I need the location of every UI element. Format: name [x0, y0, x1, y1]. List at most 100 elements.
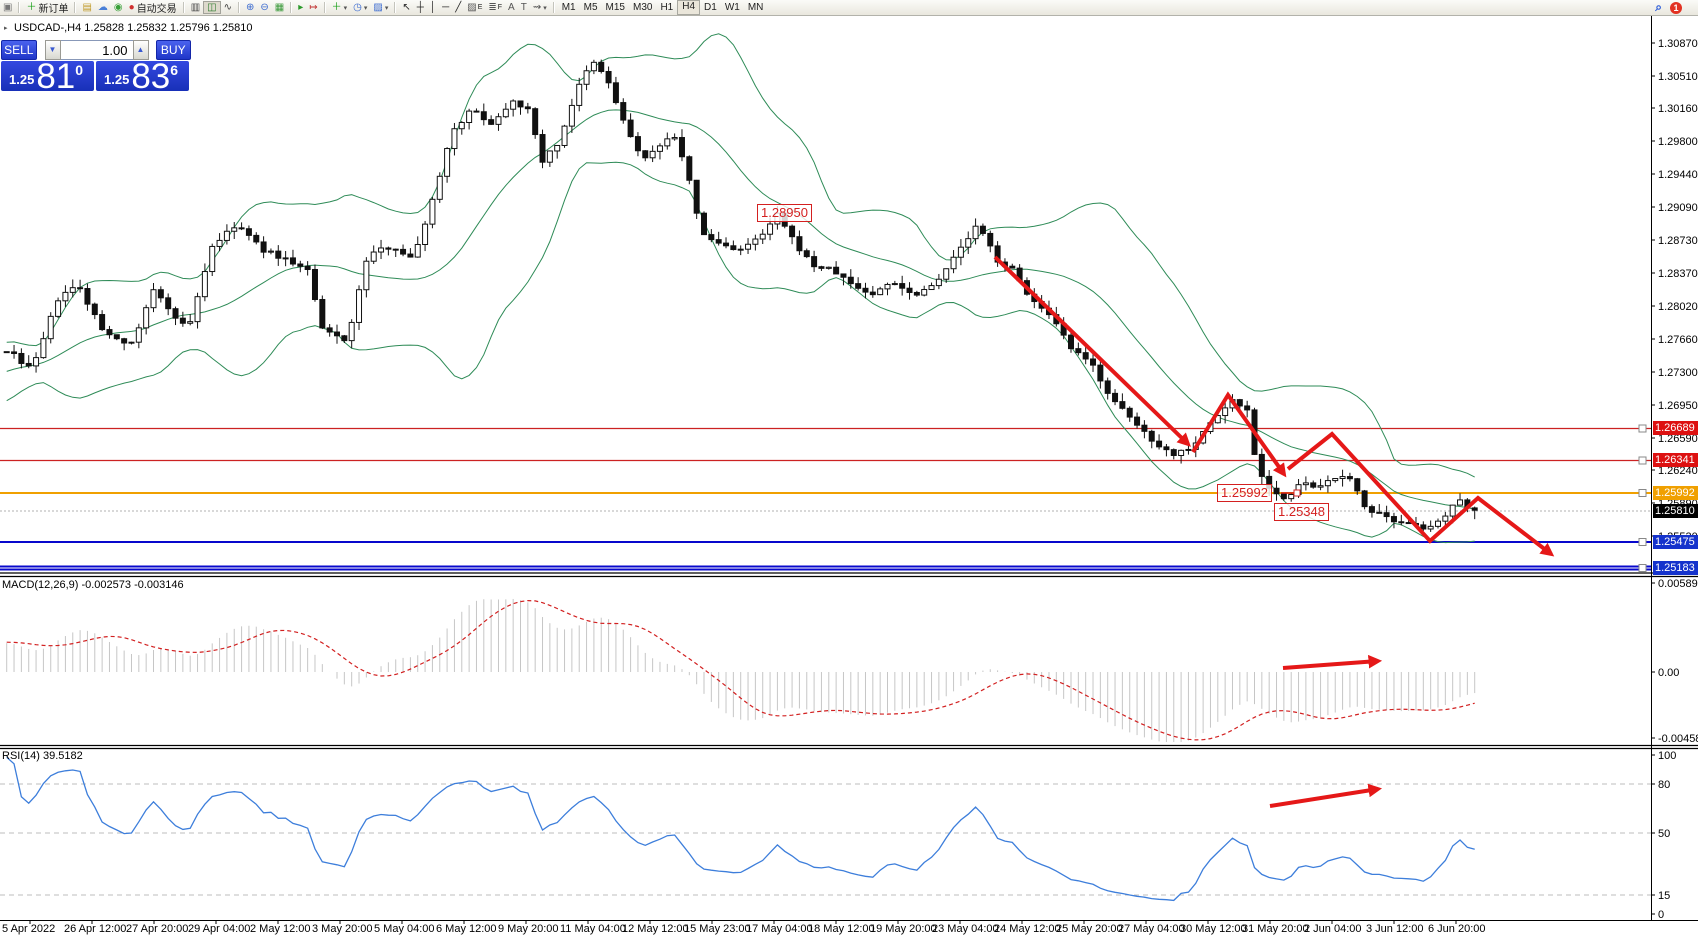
- downtrend-arrow-1: [993, 255, 1191, 447]
- price-badge: 1.26689: [1653, 421, 1698, 435]
- buy-button[interactable]: BUY: [155, 40, 191, 60]
- vertical-line-icon[interactable]: │: [427, 1, 439, 14]
- new-order-button[interactable]: ＋新订单: [23, 1, 71, 15]
- text-label-icon-glyph: T: [520, 2, 527, 13]
- cursor-icon[interactable]: ↖: [399, 1, 413, 14]
- axis-tick-label: 1.30160: [1658, 103, 1698, 115]
- crosshair-icon[interactable]: ┼: [414, 1, 427, 14]
- autotrading-button[interactable]: ● 自动交易: [126, 1, 180, 15]
- price-badge: 1.25992: [1653, 486, 1698, 500]
- axis-tick-label: 0: [1658, 909, 1664, 921]
- tile-windows-icon[interactable]: ▦: [272, 1, 287, 14]
- price-callout[interactable]: 1.25348: [1274, 503, 1329, 521]
- price-badge: 1.25183: [1653, 561, 1698, 575]
- ask-price-pips: 83: [131, 57, 171, 96]
- axis-tick-label: 1.27300: [1658, 367, 1698, 379]
- time-axis-label: 27 Apr 20:00: [126, 923, 188, 935]
- rsi-up-arrow: [1269, 783, 1383, 808]
- time-axis-label: 3 Jun 12:00: [1366, 923, 1424, 935]
- toolbar-separator: [74, 2, 77, 13]
- trendline-icon[interactable]: ╱: [452, 1, 464, 14]
- templates-icon-glyph: ▨: [373, 2, 383, 13]
- equidistant-channel-icon[interactable]: ▨ E: [467, 2, 483, 13]
- left-edge-icon[interactable]: ▣: [0, 1, 15, 14]
- horizontal-line-icon[interactable]: ─: [439, 1, 452, 14]
- time-axis-label: 19 May 20:00: [870, 923, 937, 935]
- new-order-button-label: 新订单: [38, 4, 69, 15]
- bar-chart-icon[interactable]: ▥: [188, 1, 203, 14]
- line-chart-icon[interactable]: ∿: [221, 1, 235, 14]
- zoom-out-icon-glyph: ⊖: [260, 2, 269, 13]
- volume-decrement-button[interactable]: ▼: [44, 40, 61, 60]
- fibonacci-icon[interactable]: ≣ F: [488, 2, 503, 13]
- timeframe-M30[interactable]: M30: [632, 2, 653, 13]
- new-order-button-glyph: ＋: [26, 2, 37, 13]
- market-watch-icon[interactable]: ▤: [79, 1, 94, 14]
- zoom-in-icon[interactable]: ⊕: [243, 1, 257, 14]
- timeframe-M1[interactable]: M1: [561, 2, 576, 13]
- axis-tick-label: 1.27660: [1658, 334, 1698, 346]
- candlestick-chart-icon[interactable]: ◫: [203, 1, 221, 14]
- axis-tick-label: 1.29800: [1658, 136, 1698, 148]
- arrows-icon[interactable]: ⇝ ▾: [532, 2, 547, 13]
- zoom-in-icon-glyph: ⊕: [245, 2, 255, 13]
- projection-zigzag-arrow: [1286, 431, 1555, 557]
- time-axis-label: 15 May 23:00: [684, 923, 751, 935]
- templates-icon[interactable]: ▨ ▾: [373, 2, 389, 13]
- timeframe-MN[interactable]: MN: [747, 2, 764, 13]
- price-badge: 1.25810: [1653, 504, 1698, 518]
- bid-price-panel[interactable]: 1.25 81 0: [1, 59, 94, 94]
- time-axis-label: 27 May 04:00: [1118, 923, 1185, 935]
- volume-increment-button[interactable]: ▲: [132, 40, 149, 60]
- timeframe-M15[interactable]: M15: [605, 2, 625, 13]
- indicators-add-icon-glyph: ＋: [331, 2, 342, 13]
- time-axis-label: 24 May 12:00: [994, 923, 1061, 935]
- callout-tail-square: [1293, 489, 1301, 497]
- periods-icon-glyph: ◷: [353, 2, 362, 13]
- timeframe-W1[interactable]: W1: [724, 2, 740, 13]
- signals-icon-glyph: ◉: [113, 2, 123, 13]
- time-axis-label: 29 Apr 04:00: [188, 923, 250, 935]
- axis-tick-label: 1.28370: [1658, 268, 1698, 280]
- timeframe-H1[interactable]: H1: [660, 2, 674, 13]
- community-icon[interactable]: ☁: [95, 1, 111, 14]
- timeframe-D1[interactable]: D1: [704, 2, 717, 13]
- periods-icon[interactable]: ◷ ▾: [353, 2, 368, 13]
- signals-icon[interactable]: ◉: [111, 1, 126, 14]
- zoom-out-icon[interactable]: ⊖: [257, 1, 271, 14]
- sell-button[interactable]: SELL: [1, 40, 37, 60]
- trendline-icon-glyph: ╱: [455, 2, 462, 13]
- price-callout[interactable]: 1.28950: [757, 204, 812, 222]
- price-callout[interactable]: 1.25992: [1217, 484, 1272, 502]
- ask-price-panel[interactable]: 1.25 83 6: [96, 57, 189, 96]
- time-axis-label: 17 May 04:00: [746, 923, 813, 935]
- time-axis-label: 6 May 12:00: [436, 923, 497, 935]
- notification-badge[interactable]: 1: [1670, 1, 1682, 14]
- bar-chart-icon-glyph: ▥: [190, 2, 201, 13]
- timeframe-H4[interactable]: H4: [677, 0, 701, 15]
- toolbar-separator: [18, 2, 21, 13]
- axis-tick-label: 1.26240: [1658, 465, 1698, 477]
- rsi-label: RSI(14) 39.5182: [2, 750, 83, 762]
- one-click-trading: SELL ▼ ▲ BUY 1.25 81 0 1.25 83 6: [1, 40, 191, 96]
- time-axis-label: 12 May 12:00: [622, 923, 689, 935]
- price-badge: 1.25475: [1653, 535, 1698, 549]
- chart-title: USDCAD-,H4 1.25828 1.25832 1.25796 1.258…: [14, 22, 253, 34]
- chart-shift-icon[interactable]: ↦: [306, 1, 320, 14]
- text-icon-glyph: A: [508, 2, 515, 13]
- ask-price-major: 1.25: [104, 72, 130, 87]
- community-icon-glyph: ☁: [97, 2, 108, 13]
- text-icon[interactable]: A: [505, 1, 518, 14]
- text-label-icon[interactable]: T: [518, 1, 530, 14]
- volume-input[interactable]: [60, 40, 133, 60]
- time-axis-label: 23 May 04:00: [932, 923, 999, 935]
- search-icon[interactable]: ⌕: [1655, 0, 1662, 14]
- indicators-add-icon[interactable]: ＋ ▾: [331, 2, 348, 13]
- auto-scroll-icon[interactable]: ▸: [295, 1, 306, 14]
- toolbar-separator: [323, 2, 326, 13]
- timeframe-M5[interactable]: M5: [583, 2, 598, 13]
- top-toolbar: ▣ ＋新订单 ▤ ☁ ◉ ● 自动交易 ▥ ◫ ∿ ⊕ ⊖ ▦ ▸ ↦ ＋ ▾ ◷ ▾ ▨ ▾ ↖ ┼ │ ─ ╱ ▨ E ≣ F A T ⇝ ▾…: [0, 0, 1698, 16]
- market-watch-icon-glyph: ▤: [82, 2, 92, 13]
